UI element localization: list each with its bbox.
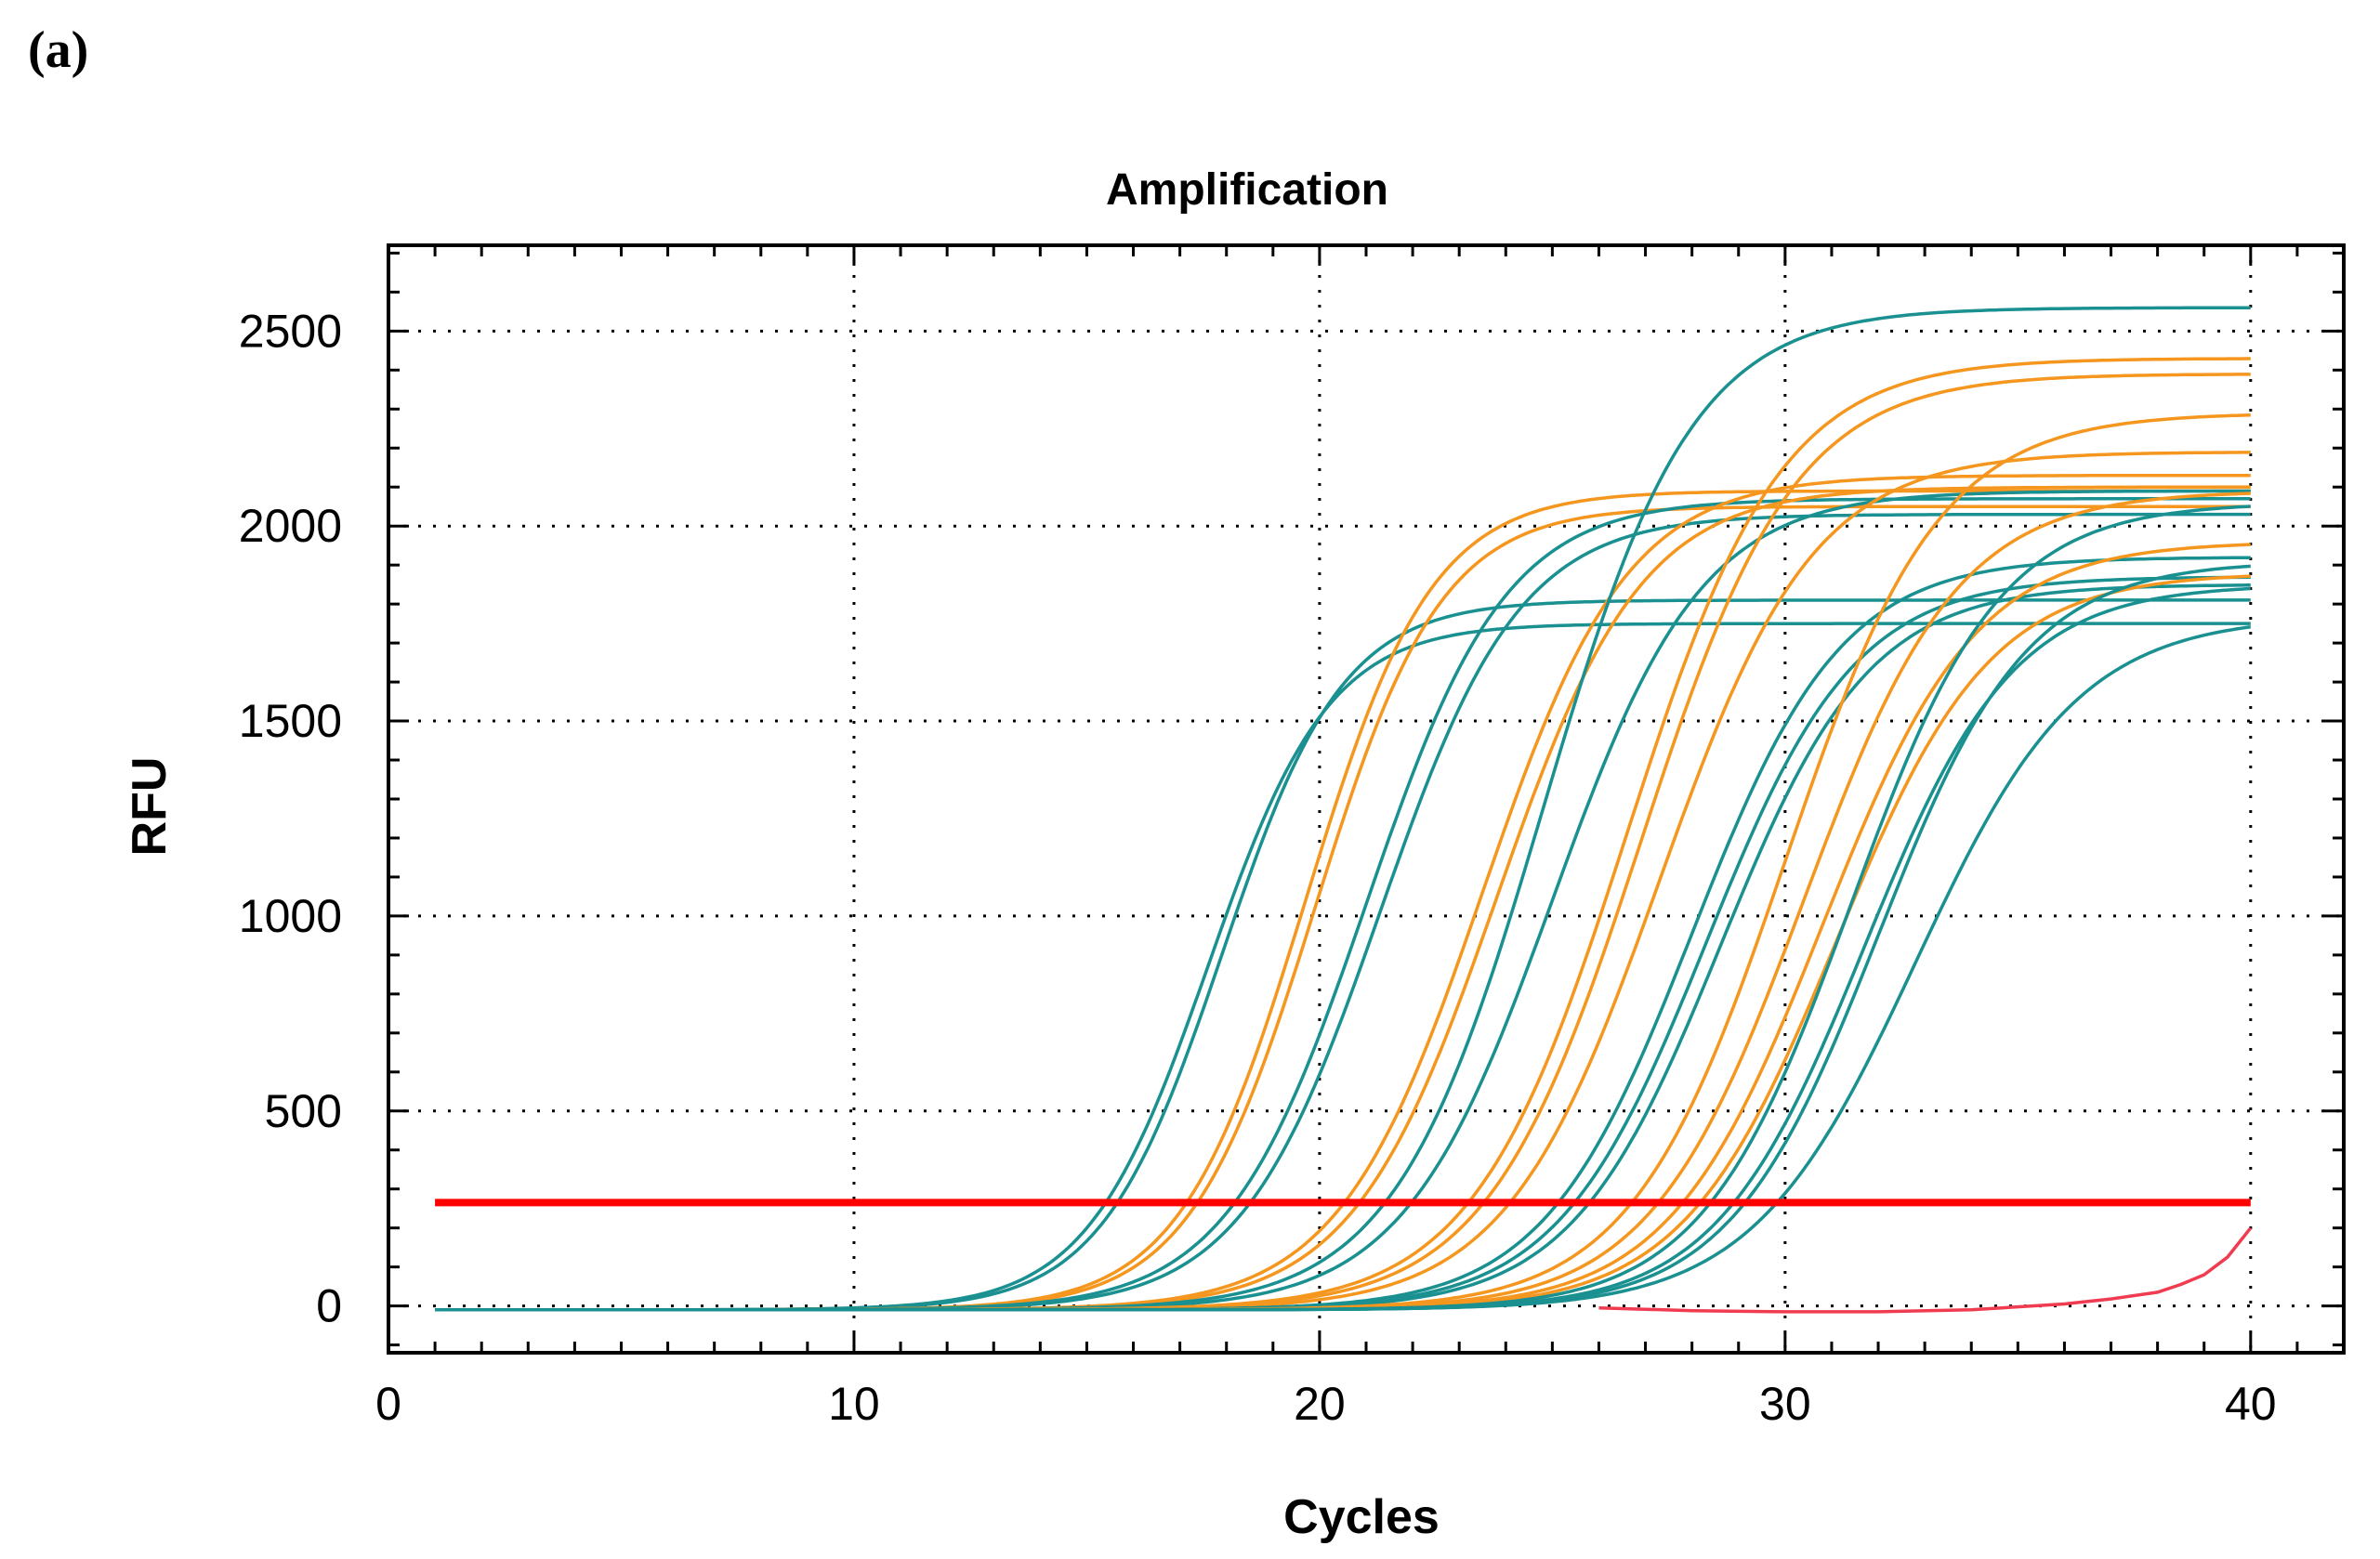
amplification-curve-19 <box>435 543 2251 1312</box>
y-axis-title: RFU <box>123 757 177 857</box>
tick-labels: 0 10 20 30 40 0 500 1000 1500 2000 2500 <box>239 305 2277 1430</box>
amplification-curve-13 <box>435 451 2251 1312</box>
amplification-curve-24 <box>435 624 2252 1312</box>
amplification-curve-14 <box>435 556 2251 1312</box>
amplification-curve-21 <box>435 504 2251 1312</box>
amplification-curve-10 <box>435 489 2251 1312</box>
x-axis-title: Cycles <box>1283 1490 1440 1544</box>
grid-lines <box>388 245 2344 1353</box>
chart-title: Amplification <box>1106 165 1388 215</box>
series-lines <box>435 306 2253 1314</box>
y-tick-label-1000: 1000 <box>239 890 342 942</box>
axis-ticks <box>388 245 2344 1353</box>
plot-frame <box>387 243 2346 1355</box>
amplification-curve-23 <box>435 564 2251 1312</box>
x-tick-label-40: 40 <box>2225 1378 2277 1430</box>
amplification-curve-18 <box>435 491 2251 1312</box>
amplification-curve-17 <box>435 413 2251 1312</box>
y-tick-label-500: 500 <box>265 1085 342 1137</box>
x-tick-label-20: 20 <box>1294 1378 1346 1430</box>
amplification-curve-5 <box>435 497 2251 1312</box>
amplification-curve-8 <box>435 485 2251 1312</box>
y-tick-label-2000: 2000 <box>239 500 342 552</box>
y-tick-label-1500: 1500 <box>239 695 342 747</box>
panel-label: (a) <box>28 21 89 79</box>
y-tick-label-2500: 2500 <box>239 305 342 357</box>
x-tick-label-30: 30 <box>1759 1378 1811 1430</box>
amplification-curve-3 <box>435 489 2251 1312</box>
amplification-curve-6 <box>435 512 2251 1312</box>
amplification-curve-9 <box>435 306 2251 1312</box>
y-tick-label-0: 0 <box>316 1280 342 1332</box>
ntc-curve <box>1598 1226 2253 1314</box>
x-tick-label-0: 0 <box>375 1378 401 1430</box>
x-tick-label-10: 10 <box>828 1378 880 1430</box>
